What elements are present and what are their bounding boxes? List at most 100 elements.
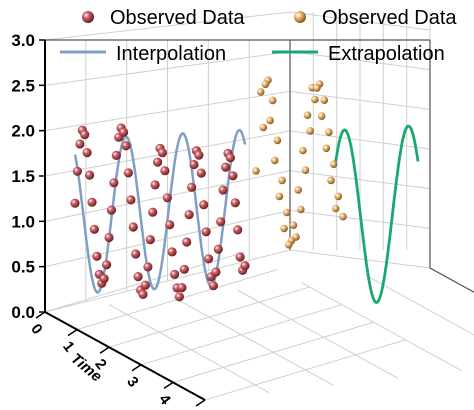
data-point xyxy=(311,95,319,104)
series-line-extrapolation xyxy=(333,124,420,304)
grid-line xyxy=(108,304,270,394)
data-point xyxy=(233,225,243,235)
data-point xyxy=(102,260,112,270)
data-point xyxy=(283,208,291,217)
grid-line xyxy=(289,130,431,150)
data-point xyxy=(87,197,97,207)
grid-line xyxy=(44,11,291,41)
frame-right xyxy=(429,40,474,293)
data-point xyxy=(292,233,300,241)
data-point xyxy=(109,178,119,188)
data-point xyxy=(301,166,310,174)
data-point xyxy=(313,84,321,92)
data-point xyxy=(225,153,235,163)
data-point xyxy=(270,156,279,165)
data-point xyxy=(133,272,143,282)
data-point xyxy=(285,240,293,249)
data-point xyxy=(322,144,331,153)
data-point xyxy=(92,251,102,261)
data-point xyxy=(189,159,199,170)
data-point xyxy=(297,205,305,214)
data-point xyxy=(306,127,315,135)
data-point xyxy=(218,185,228,195)
data-point xyxy=(289,221,298,229)
data-point xyxy=(331,204,340,213)
data-point xyxy=(201,227,211,237)
legend-label: Observed Data xyxy=(322,7,457,29)
data-point xyxy=(121,141,131,151)
data-point xyxy=(329,160,338,169)
time-axis xyxy=(44,311,206,401)
z-tick-label: 0.5 xyxy=(11,258,35,277)
data-point xyxy=(140,280,150,290)
data-point xyxy=(317,112,326,120)
legend: Observed Data Observed Data Interpolation E… xyxy=(60,7,457,65)
time-tick xyxy=(35,311,46,319)
data-point xyxy=(273,136,282,145)
data-point xyxy=(106,205,116,215)
time-axis-label: Time xyxy=(67,350,105,385)
data-point xyxy=(194,150,204,160)
data-point xyxy=(327,176,335,185)
time-tick xyxy=(131,364,142,372)
data-point xyxy=(70,198,80,208)
data-point xyxy=(320,96,329,104)
time-tick xyxy=(67,328,78,337)
time-tick xyxy=(99,346,110,354)
data-point xyxy=(208,281,218,291)
data-point xyxy=(150,180,160,190)
grid-line xyxy=(365,274,474,336)
data-point xyxy=(187,182,197,192)
legend-marker xyxy=(82,11,94,23)
data-point xyxy=(148,207,158,217)
data-point xyxy=(211,267,221,277)
axes-layer: 0.00.51.01.52.02.53.0012345Time xyxy=(11,31,474,410)
grid-line xyxy=(301,282,462,372)
data-point xyxy=(182,237,192,247)
data-point xyxy=(325,128,333,136)
data-point xyxy=(228,171,238,181)
z-tick-label: 1.5 xyxy=(11,167,35,186)
data-point xyxy=(179,264,189,274)
grid-line xyxy=(429,267,474,293)
data-point xyxy=(259,123,268,132)
data-point xyxy=(104,232,114,243)
data-point xyxy=(278,176,286,185)
data-point xyxy=(82,148,92,158)
data-point xyxy=(153,157,163,167)
data-point xyxy=(221,162,231,172)
data-point xyxy=(280,224,288,233)
data-point xyxy=(165,220,175,230)
data-point xyxy=(196,168,206,178)
data-point xyxy=(128,222,138,232)
data-point xyxy=(177,283,187,293)
z-tick-label: 3.0 xyxy=(11,31,35,50)
data-point xyxy=(111,150,121,160)
z-tick-label: 1.0 xyxy=(11,212,35,231)
legend-marker xyxy=(294,11,306,23)
data-point xyxy=(138,289,148,299)
z-tick-label: 2.5 xyxy=(11,76,35,95)
data-point xyxy=(334,192,343,201)
data-point xyxy=(299,146,307,155)
data-point xyxy=(204,254,214,264)
grid-line xyxy=(237,289,398,379)
time-tick-label: 4 xyxy=(155,391,174,409)
data-point xyxy=(167,247,177,257)
series-layer xyxy=(70,76,420,304)
data-point xyxy=(160,166,170,176)
z-tick-label: 2.0 xyxy=(11,122,35,141)
grid-line xyxy=(289,170,431,190)
data-point xyxy=(252,167,260,175)
data-point xyxy=(339,212,347,221)
data-point xyxy=(256,88,265,96)
data-point xyxy=(170,269,180,279)
grid-line xyxy=(173,296,334,386)
data-point xyxy=(99,274,109,284)
z-tick-label: 0.0 xyxy=(11,303,35,322)
data-point xyxy=(184,210,194,220)
data-point xyxy=(157,148,167,158)
data-point xyxy=(174,292,184,302)
grid-line xyxy=(289,51,431,71)
